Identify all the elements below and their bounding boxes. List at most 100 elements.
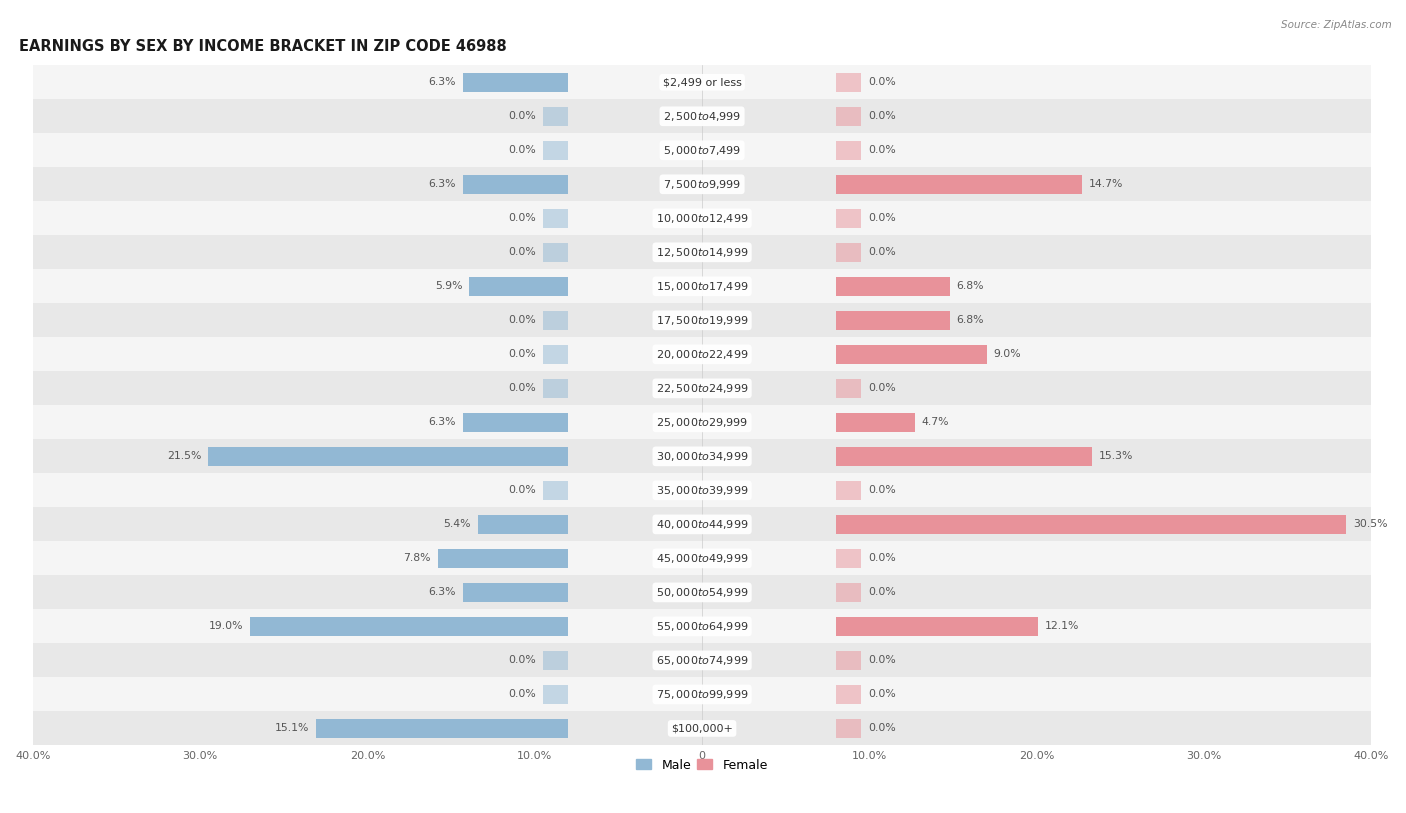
- Text: 0.0%: 0.0%: [868, 485, 896, 495]
- Bar: [543, 481, 568, 500]
- Bar: [837, 583, 860, 602]
- Bar: [837, 243, 860, 262]
- Text: 0.0%: 0.0%: [509, 146, 537, 155]
- Text: $100,000+: $100,000+: [671, 724, 733, 733]
- Text: $50,000 to $54,999: $50,000 to $54,999: [655, 586, 748, 599]
- Text: 6.8%: 6.8%: [956, 315, 984, 325]
- Bar: [32, 337, 1371, 372]
- Bar: [32, 202, 1371, 235]
- Text: 0.0%: 0.0%: [868, 247, 896, 258]
- Text: 0.0%: 0.0%: [868, 384, 896, 393]
- Text: 0.0%: 0.0%: [868, 213, 896, 224]
- Text: 6.3%: 6.3%: [429, 588, 456, 598]
- Text: 0.0%: 0.0%: [509, 111, 537, 121]
- Text: $5,000 to $7,499: $5,000 to $7,499: [662, 144, 741, 157]
- Bar: [837, 311, 950, 330]
- Bar: [208, 447, 568, 466]
- Text: 0.0%: 0.0%: [868, 724, 896, 733]
- Bar: [478, 515, 568, 533]
- Bar: [32, 99, 1371, 133]
- Bar: [837, 617, 1039, 636]
- Bar: [837, 107, 860, 126]
- Bar: [837, 277, 950, 296]
- Text: 0.0%: 0.0%: [509, 350, 537, 359]
- Text: $17,500 to $19,999: $17,500 to $19,999: [655, 314, 748, 327]
- Text: $55,000 to $64,999: $55,000 to $64,999: [655, 620, 748, 633]
- Bar: [543, 209, 568, 228]
- Bar: [543, 685, 568, 704]
- Text: 0.0%: 0.0%: [868, 588, 896, 598]
- Text: 0.0%: 0.0%: [509, 247, 537, 258]
- Bar: [32, 269, 1371, 303]
- Bar: [837, 379, 860, 398]
- Text: 5.4%: 5.4%: [444, 520, 471, 529]
- Text: 15.1%: 15.1%: [274, 724, 309, 733]
- Bar: [470, 277, 568, 296]
- Text: $45,000 to $49,999: $45,000 to $49,999: [655, 552, 748, 565]
- Bar: [32, 133, 1371, 167]
- Bar: [32, 235, 1371, 269]
- Text: 30.5%: 30.5%: [1353, 520, 1388, 529]
- Bar: [32, 406, 1371, 439]
- Bar: [543, 107, 568, 126]
- Bar: [837, 515, 1347, 533]
- Bar: [837, 175, 1083, 193]
- Bar: [463, 413, 568, 432]
- Text: 0.0%: 0.0%: [868, 689, 896, 699]
- Text: 15.3%: 15.3%: [1098, 451, 1133, 461]
- Bar: [250, 617, 568, 636]
- Text: $15,000 to $17,499: $15,000 to $17,499: [655, 280, 748, 293]
- Text: 0.0%: 0.0%: [868, 655, 896, 665]
- Text: 0.0%: 0.0%: [509, 689, 537, 699]
- Bar: [543, 651, 568, 670]
- Text: 0.0%: 0.0%: [509, 655, 537, 665]
- Bar: [543, 311, 568, 330]
- Bar: [837, 413, 915, 432]
- Text: $75,000 to $99,999: $75,000 to $99,999: [655, 688, 748, 701]
- Text: 9.0%: 9.0%: [993, 350, 1021, 359]
- Bar: [543, 345, 568, 363]
- Bar: [543, 243, 568, 262]
- Text: $35,000 to $39,999: $35,000 to $39,999: [655, 484, 748, 497]
- Text: 0.0%: 0.0%: [868, 77, 896, 87]
- Text: 19.0%: 19.0%: [209, 621, 243, 632]
- Bar: [32, 507, 1371, 541]
- Bar: [837, 719, 860, 737]
- Legend: Male, Female: Male, Female: [631, 754, 773, 776]
- Text: 4.7%: 4.7%: [921, 417, 949, 428]
- Bar: [837, 685, 860, 704]
- Text: $7,500 to $9,999: $7,500 to $9,999: [662, 178, 741, 191]
- Text: $20,000 to $22,499: $20,000 to $22,499: [655, 348, 748, 361]
- Bar: [463, 175, 568, 193]
- Text: 0.0%: 0.0%: [509, 315, 537, 325]
- Bar: [32, 610, 1371, 643]
- Bar: [32, 65, 1371, 99]
- Text: $10,000 to $12,499: $10,000 to $12,499: [655, 212, 748, 225]
- Bar: [543, 379, 568, 398]
- Bar: [32, 303, 1371, 337]
- Text: $30,000 to $34,999: $30,000 to $34,999: [655, 450, 748, 463]
- Bar: [837, 447, 1092, 466]
- Bar: [32, 643, 1371, 677]
- Bar: [837, 209, 860, 228]
- Bar: [32, 677, 1371, 711]
- Text: 21.5%: 21.5%: [167, 451, 201, 461]
- Bar: [437, 549, 568, 567]
- Bar: [837, 141, 860, 159]
- Bar: [837, 651, 860, 670]
- Text: 14.7%: 14.7%: [1088, 180, 1123, 189]
- Text: 0.0%: 0.0%: [868, 554, 896, 563]
- Text: $2,500 to $4,999: $2,500 to $4,999: [662, 110, 741, 123]
- Bar: [463, 73, 568, 92]
- Bar: [32, 541, 1371, 576]
- Text: 5.9%: 5.9%: [436, 281, 463, 291]
- Text: $40,000 to $44,999: $40,000 to $44,999: [655, 518, 748, 531]
- Text: 6.3%: 6.3%: [429, 417, 456, 428]
- Text: 6.8%: 6.8%: [956, 281, 984, 291]
- Text: 0.0%: 0.0%: [509, 384, 537, 393]
- Bar: [32, 167, 1371, 202]
- Bar: [837, 73, 860, 92]
- Text: EARNINGS BY SEX BY INCOME BRACKET IN ZIP CODE 46988: EARNINGS BY SEX BY INCOME BRACKET IN ZIP…: [20, 39, 508, 54]
- Bar: [32, 576, 1371, 610]
- Text: $12,500 to $14,999: $12,500 to $14,999: [655, 246, 748, 259]
